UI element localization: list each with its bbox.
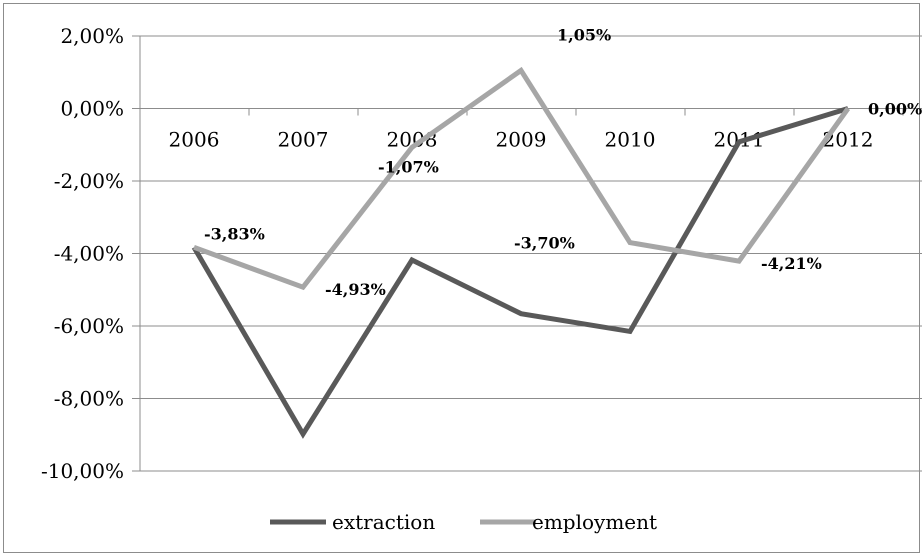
series-line-employment	[193, 66, 851, 291]
legend-label-extraction: extraction	[332, 510, 435, 534]
data-label: 0,00%	[868, 100, 922, 119]
y-axis-ticks: 2,00% 0,00% -2,00% -4,00% -6,00% -8,00% -10,00…	[41, 24, 124, 483]
legend-label-employment: employment	[532, 510, 657, 534]
y-tick-label: 0,00%	[60, 97, 124, 121]
data-label: -4,93%	[325, 280, 386, 299]
x-tick-label: 2006	[169, 128, 220, 152]
x-tick-label: 2010	[605, 128, 656, 152]
x-axis-ticks: 2006 2007 2008 2009 2010 2011 2012	[169, 128, 874, 152]
y-tick-label: -10,00%	[41, 459, 124, 483]
x-tick-label: 2009	[496, 128, 547, 152]
y-tick-label: -8,00%	[54, 387, 124, 411]
y-tick-label: 2,00%	[60, 24, 124, 48]
y-tick-label: -4,00%	[54, 242, 124, 266]
y-tick-label: -6,00%	[54, 314, 124, 338]
data-label: -3,70%	[514, 234, 575, 253]
series-lines	[191, 66, 851, 439]
x-tick-label: 2007	[278, 128, 329, 152]
series-line-extraction	[191, 106, 849, 439]
data-label: 1,05%	[557, 25, 611, 44]
y-tick-label: -2,00%	[54, 169, 124, 193]
gridlines	[132, 35, 922, 472]
data-label: -4,21%	[761, 254, 822, 273]
data-labels: -3,83% -4,93% -1,07% 1,05% -3,70% -4,21% 0,00%	[204, 25, 922, 299]
data-label: -3,83%	[204, 224, 265, 243]
legend: extraction employment	[270, 510, 657, 534]
chart-frame	[3, 3, 920, 553]
data-label: -1,07%	[378, 157, 439, 176]
